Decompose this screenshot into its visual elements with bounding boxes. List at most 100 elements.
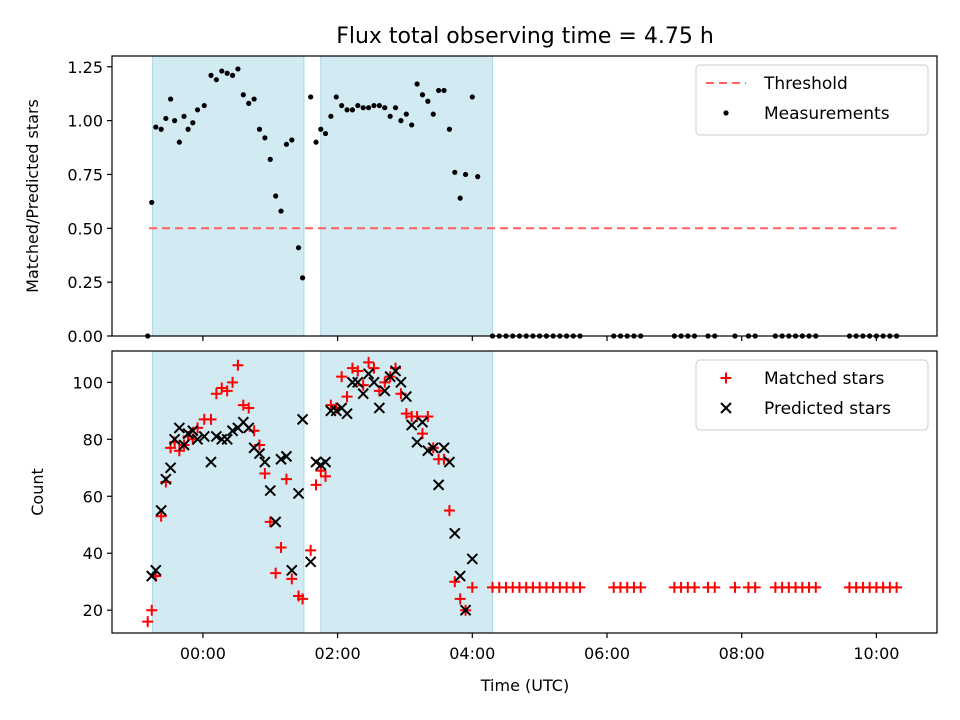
ratio-measurements-point xyxy=(387,113,393,119)
count-matched-stars-point xyxy=(749,581,761,593)
count-matched-stars-point xyxy=(810,581,822,593)
count-matched-stars-point xyxy=(729,581,741,593)
count-predicted-stars-point xyxy=(304,556,317,568)
count-matched-stars-point xyxy=(243,402,255,414)
ratio-measurements-point xyxy=(194,107,201,113)
ratio-measurements-point xyxy=(441,87,447,94)
ratio-y-tick-label: 0.25 xyxy=(67,273,103,292)
ratio-measurements-point xyxy=(339,102,345,109)
x-tick-label: 06:00 xyxy=(584,644,630,663)
ratio-y-tick-label: 1.25 xyxy=(67,58,103,77)
count-y-axis-label: Count xyxy=(28,468,47,516)
ratio-measurements-point xyxy=(153,124,159,130)
ratio-measurements-point xyxy=(462,171,469,178)
count-predicted-stars-point xyxy=(459,604,472,616)
count-predicted-stars-point xyxy=(221,433,233,446)
ratio-measurements-point xyxy=(163,115,169,122)
ratio-measurements-point xyxy=(318,126,324,132)
ratio-measurements-point xyxy=(176,139,182,145)
chart-title: Flux total observing time = 4.75 h xyxy=(336,24,714,49)
count-predicted-stars-point xyxy=(253,447,266,460)
count-matched-stars-point xyxy=(363,356,375,368)
count-matched-stars-point xyxy=(155,510,167,522)
ratio-measurements-point xyxy=(240,92,246,98)
x-tick-label: 02:00 xyxy=(315,644,361,663)
count-predicted-stars-point xyxy=(466,553,479,565)
ratio-measurements-point xyxy=(313,139,319,145)
ratio-measurements-point xyxy=(149,199,155,206)
count-predicted-stars-point xyxy=(357,388,369,400)
count-matched-stars-point xyxy=(891,581,903,593)
count-predicted-stars-point xyxy=(264,484,276,497)
x-tick-label: 00:00 xyxy=(180,644,226,663)
ratio-y-tick-label: 0.00 xyxy=(67,327,103,346)
count-legend-box xyxy=(695,359,929,431)
count-matched-stars-point xyxy=(305,544,317,556)
count-matched-stars-point xyxy=(416,428,428,440)
ratio-panel: 0.00 0.25 0.50 0.75 1.00 1.25 Matched/Predict… xyxy=(23,55,938,346)
count-predicted-stars-point xyxy=(150,564,162,577)
ratio-measurements-point xyxy=(185,126,191,132)
ratio-measurements-point xyxy=(235,66,241,72)
count-predicted-stars-point xyxy=(164,462,177,474)
count-matched-stars-point xyxy=(411,411,423,423)
ratio-measurements-point xyxy=(398,118,404,124)
count-matched-stars-point xyxy=(443,505,455,517)
count-predicted-stars-point xyxy=(259,456,271,468)
count-matched-stars-point xyxy=(270,567,282,579)
count-matched-stars-point xyxy=(574,581,586,593)
count-matched-stars-point xyxy=(310,479,322,491)
ratio-measurements-point xyxy=(267,156,273,162)
count-matched-stars-point xyxy=(232,359,244,371)
count-y-tick-label: 60 xyxy=(83,487,103,506)
count-observing-interval xyxy=(151,350,305,634)
ratio-measurements-point xyxy=(246,100,252,106)
ratio-legend-box xyxy=(695,64,929,136)
ratio-observing-interval xyxy=(151,55,305,337)
ratio-measurements-point xyxy=(190,120,196,126)
x-tick-label: 10:00 xyxy=(853,644,899,663)
count-matched-stars-point xyxy=(449,576,461,588)
count-matched-stars-point xyxy=(205,413,217,425)
count-predicted-stars-point xyxy=(269,516,282,528)
count-predicted-stars-point xyxy=(379,385,391,397)
count-matched-stars-point xyxy=(319,470,331,482)
count-predicted-stars-point xyxy=(395,376,407,389)
count-legend-label: Predicted stars xyxy=(764,399,891,419)
ratio-measurements-point xyxy=(322,130,329,137)
count-matched-stars-point xyxy=(454,593,466,605)
count-matched-stars-point xyxy=(275,542,287,554)
count-matched-stars-point xyxy=(259,467,271,479)
ratio-y-tick-label: 0.50 xyxy=(67,219,103,238)
ratio-measurements-point xyxy=(452,169,458,175)
count-predicted-stars-point xyxy=(155,504,167,517)
count-matched-stars-point xyxy=(635,581,647,593)
count-matched-stars-point xyxy=(689,581,701,593)
count-predicted-stars-point xyxy=(389,365,402,377)
count-matched-stars-point xyxy=(336,371,348,383)
ratio-measurements-point xyxy=(469,94,475,100)
count-predicted-stars-point xyxy=(405,419,418,431)
count-matched-stars-point xyxy=(368,362,380,374)
ratio-measurements-point xyxy=(403,111,409,117)
count-predicted-stars-point xyxy=(243,422,255,434)
count-matched-stars-point xyxy=(146,604,158,616)
ratio-measurements-point xyxy=(371,102,377,109)
count-legend-swatch xyxy=(720,402,732,414)
count-predicted-stars-point xyxy=(280,450,293,463)
count-predicted-stars-point xyxy=(411,436,423,448)
ratio-measurements-point xyxy=(360,105,366,111)
count-y-tick-label: 20 xyxy=(83,601,103,620)
ratio-measurements-point xyxy=(181,113,187,119)
ratio-axes-frame xyxy=(111,55,938,337)
ratio-measurements-point xyxy=(308,94,314,100)
count-matched-stars-point xyxy=(192,422,204,434)
x-tick-label: 08:00 xyxy=(719,644,765,663)
count-predicted-stars-point xyxy=(292,487,305,500)
ratio-measurements-point xyxy=(328,113,334,119)
ratio-measurements-point xyxy=(333,94,339,100)
ratio-measurements-point xyxy=(201,102,207,109)
count-predicted-stars-point xyxy=(368,376,380,389)
ratio-measurements-point xyxy=(446,126,453,132)
count-predicted-stars-point xyxy=(226,425,239,437)
